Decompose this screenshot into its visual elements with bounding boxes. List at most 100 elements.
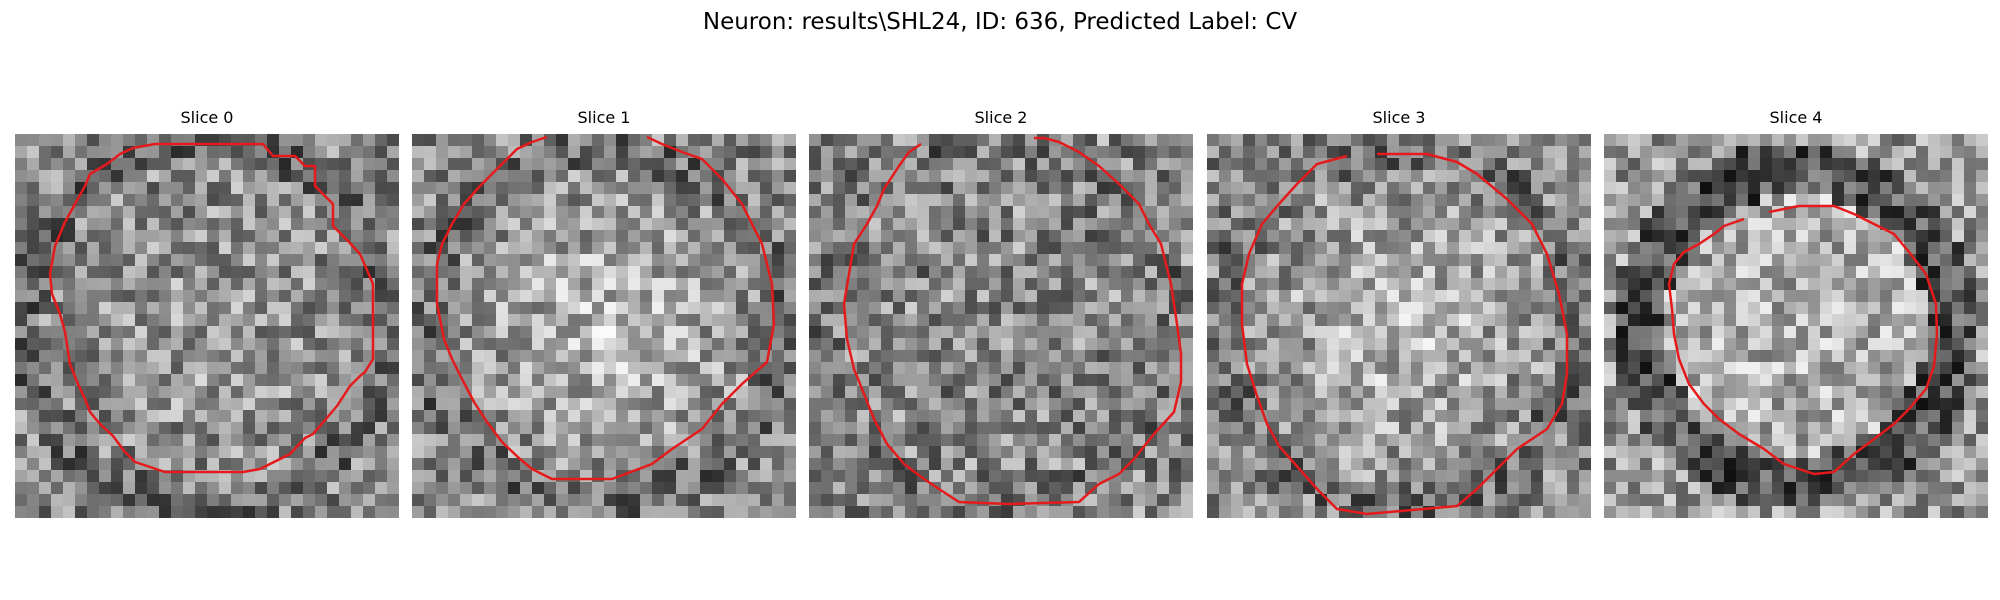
pixel (1097, 362, 1110, 375)
pixel (123, 206, 136, 219)
pixel (1097, 134, 1110, 147)
pixel (1844, 266, 1857, 279)
pixel (291, 194, 304, 207)
pixel (1363, 218, 1376, 231)
pixel (1315, 266, 1328, 279)
pixel (592, 266, 605, 279)
pixel (821, 134, 834, 147)
pixel (87, 134, 100, 147)
pixel (1784, 278, 1797, 291)
pixel (387, 218, 399, 231)
pixel (1133, 410, 1146, 423)
pixel (183, 338, 196, 351)
pixel (39, 146, 52, 159)
pixel (1219, 134, 1232, 147)
pixel (99, 134, 112, 147)
pixel (195, 146, 208, 159)
pixel (652, 446, 665, 459)
pixel (520, 338, 533, 351)
pixel (869, 266, 882, 279)
pixel (1157, 398, 1170, 411)
pixel (1856, 146, 1869, 159)
pixel (255, 398, 268, 411)
pixel (1085, 206, 1098, 219)
pixel (1940, 398, 1953, 411)
pixel (520, 506, 533, 518)
pixel (1880, 326, 1893, 339)
pixel (772, 266, 785, 279)
pixel (760, 158, 773, 171)
pixel (1964, 242, 1977, 255)
pixel (1181, 230, 1193, 243)
pixel (351, 470, 364, 483)
pixel (784, 218, 796, 231)
pixel (1652, 446, 1665, 459)
pixel (1207, 230, 1220, 243)
pixel (1255, 170, 1268, 183)
pixel (760, 182, 773, 195)
pixel (953, 206, 966, 219)
pixel (243, 182, 256, 195)
pixel (27, 338, 40, 351)
pixel (1351, 386, 1364, 399)
pixel (1181, 242, 1193, 255)
pixel (484, 302, 497, 315)
pixel (1604, 230, 1617, 243)
pixel (1085, 302, 1098, 315)
pixel (1604, 314, 1617, 327)
pixel (1169, 482, 1182, 495)
pixel (51, 362, 64, 375)
pixel (1471, 278, 1484, 291)
pixel (231, 278, 244, 291)
pixel (39, 482, 52, 495)
pixel (893, 230, 906, 243)
pixel (303, 422, 316, 435)
pixel (712, 482, 725, 495)
pixel (893, 506, 906, 518)
pixel (339, 398, 352, 411)
pixel (616, 194, 629, 207)
pixel (159, 218, 172, 231)
pixel (1169, 134, 1182, 147)
pixel (1231, 134, 1244, 147)
pixel (652, 218, 665, 231)
pixel (1375, 158, 1388, 171)
pixel (1543, 398, 1556, 411)
pixel (1676, 158, 1689, 171)
pixel (267, 230, 280, 243)
pixel (99, 434, 112, 447)
pixel (1219, 266, 1232, 279)
pixel (1928, 302, 1941, 315)
pixel (1856, 398, 1869, 411)
pixel (279, 242, 292, 255)
pixel (700, 206, 713, 219)
pixel (604, 254, 617, 267)
pixel (857, 446, 870, 459)
pixel (351, 278, 364, 291)
pixel (231, 374, 244, 387)
pixel (1073, 470, 1086, 483)
pixel (1291, 506, 1304, 518)
pixel (183, 182, 196, 195)
pixel (1327, 194, 1340, 207)
pixel (604, 494, 617, 507)
pixel (1808, 194, 1821, 207)
pixel (387, 290, 399, 303)
pixel (1483, 350, 1496, 363)
pixel (412, 182, 425, 195)
pixel (1279, 362, 1292, 375)
pixel (1700, 386, 1713, 399)
pixel (640, 482, 653, 495)
pixel (1219, 482, 1232, 495)
pixel (436, 134, 449, 147)
pixel (1880, 146, 1893, 159)
pixel (195, 458, 208, 471)
pixel (1748, 194, 1761, 207)
pixel (99, 230, 112, 243)
pixel (87, 182, 100, 195)
pixel (748, 434, 761, 447)
pixel (75, 482, 88, 495)
pixel (339, 302, 352, 315)
pixel (604, 266, 617, 279)
pixel (1255, 134, 1268, 147)
